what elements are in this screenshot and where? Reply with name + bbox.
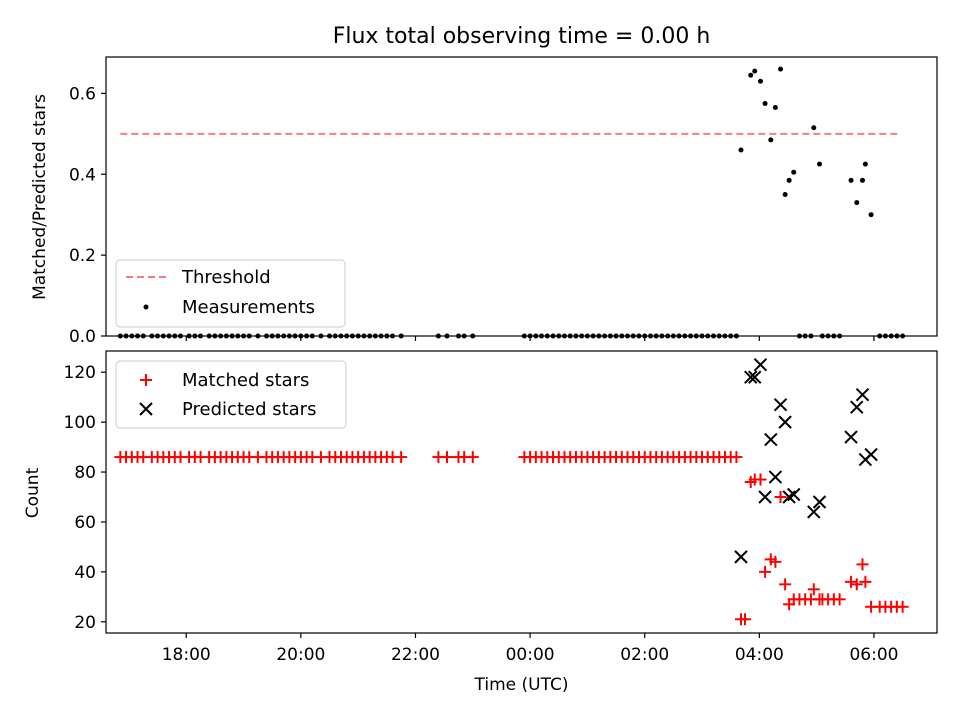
- bottom-x-ticks: 18:00 20:00 22:00 00:00 02:00 04:00 06:00: [162, 633, 898, 665]
- bottom-x-tick-label: 06:00: [849, 645, 898, 665]
- matched-star-point: [739, 613, 752, 626]
- legend-predicted-label: Predicted stars: [182, 399, 316, 420]
- bottom-x-tick-label: 04:00: [735, 645, 784, 665]
- legend-threshold-label: Threshold: [181, 267, 271, 288]
- x-axis-label: Time (UTC): [474, 675, 569, 695]
- bottom-panel: 18:00 20:00 22:00 00:00 02:00 04:00 06:00 20 40…: [23, 350, 938, 695]
- measurement-point: [848, 177, 854, 183]
- top-y-tick-label: 0.6: [69, 84, 96, 104]
- bottom-x-tick-label: 20:00: [276, 645, 325, 665]
- measurement-point: [862, 161, 868, 167]
- matched-star-point: [833, 593, 846, 606]
- bottom-x-tick-label: 02:00: [620, 645, 669, 665]
- legend-measurements-swatch: [143, 304, 149, 310]
- matched-star-point: [845, 575, 858, 588]
- predicted-star-point: [844, 430, 858, 444]
- bottom-y-tick-label: 20: [74, 613, 96, 633]
- bottom-x-tick-label: 22:00: [391, 645, 440, 665]
- measurement-point: [738, 147, 744, 153]
- top-legend-frame: [115, 259, 346, 328]
- measurement-point: [778, 66, 784, 72]
- measurement-point: [752, 68, 758, 74]
- bottom-x-tick-label: 00:00: [506, 645, 555, 665]
- top-y-tick-label: 0.4: [69, 165, 96, 185]
- top-y-tick-label: 0.2: [69, 246, 96, 266]
- matched-star-point: [774, 490, 787, 503]
- legend-measurements-label: Measurements: [182, 297, 315, 318]
- matched-star-point: [440, 451, 453, 464]
- predicted-star-point: [758, 490, 772, 504]
- top-legend: Threshold Measurements: [115, 259, 346, 328]
- measurement-point: [868, 212, 874, 218]
- measurement-point: [859, 177, 865, 183]
- measurement-point: [762, 101, 768, 106]
- matched-star-point: [850, 578, 863, 591]
- bottom-axes-frame: [105, 350, 938, 634]
- bottom-legend: Matched stars Predicted stars: [115, 360, 347, 429]
- matched-star-point: [730, 451, 743, 464]
- matched-star-point: [769, 555, 782, 568]
- predicted-star-point: [807, 505, 821, 519]
- predicted-star-point: [850, 400, 864, 414]
- predicted-star-point: [734, 550, 748, 564]
- predicted-star-point: [787, 487, 801, 502]
- predicted-star-point: [855, 387, 870, 402]
- matched-star-point: [754, 473, 767, 486]
- predicted-star-point: [864, 447, 878, 462]
- matched-star-point: [896, 600, 909, 613]
- measurement-point: [768, 137, 774, 143]
- matched-star-point: [856, 558, 869, 571]
- matched-star-point: [859, 575, 872, 588]
- predicted-star-point: [753, 358, 768, 372]
- measurement-point: [854, 200, 860, 206]
- predicted-star-point: [744, 370, 758, 384]
- matched-star-point: [807, 583, 820, 596]
- bottom-plot-marks: [114, 358, 909, 626]
- predicted-star-point: [764, 432, 778, 447]
- top-y-ticks: 0.0 0.2 0.4 0.6: [69, 84, 106, 347]
- top-y-tick-label: 0.0: [69, 327, 96, 347]
- measurement-point: [811, 125, 817, 131]
- measurement-point: [757, 78, 763, 84]
- legend-matched-label: Matched stars: [182, 370, 309, 391]
- measurement-point: [817, 161, 823, 167]
- bottom-y-tick-label: 120: [64, 363, 96, 383]
- top-x-ticks: [185, 336, 875, 341]
- predicted-star-point: [748, 370, 762, 384]
- top-panel: 0.0 0.2 0.4 0.6 Matched/Predicted stars Thr…: [30, 56, 938, 347]
- figure-title: Flux total observing time = 0.00 h: [333, 24, 711, 49]
- bottom-y-ticks: 20 40 60 80 100 120: [64, 363, 106, 633]
- measurement-point: [791, 169, 797, 175]
- legend-predicted-swatch: [139, 402, 153, 416]
- matched-star-point: [779, 578, 792, 591]
- measurement-point: [772, 105, 778, 111]
- bottom-x-tick-label: 18:00: [162, 645, 211, 665]
- legend-matched-swatch: [140, 374, 152, 386]
- predicted-star-point: [768, 470, 783, 484]
- measurement-point: [782, 191, 788, 197]
- bottom-y-tick-label: 40: [74, 563, 96, 583]
- bottom-y-tick-label: 80: [74, 463, 96, 483]
- predicted-star-point: [773, 397, 788, 412]
- bottom-y-tick-label: 60: [74, 513, 96, 533]
- measurement-point: [786, 177, 792, 183]
- matched-star-point: [466, 451, 479, 464]
- top-y-axis-label: Matched/Predicted stars: [30, 94, 50, 300]
- bottom-y-tick-label: 100: [64, 413, 96, 433]
- predicted-star-point: [778, 415, 792, 429]
- bottom-y-axis-label: Count: [23, 467, 43, 518]
- top-axes-frame: [105, 56, 938, 337]
- matched-star-point: [395, 451, 408, 464]
- predicted-star-point: [812, 495, 827, 509]
- measurement-point: [748, 72, 754, 78]
- bottom-legend-frame: [115, 360, 347, 429]
- matched-star-point: [759, 565, 772, 578]
